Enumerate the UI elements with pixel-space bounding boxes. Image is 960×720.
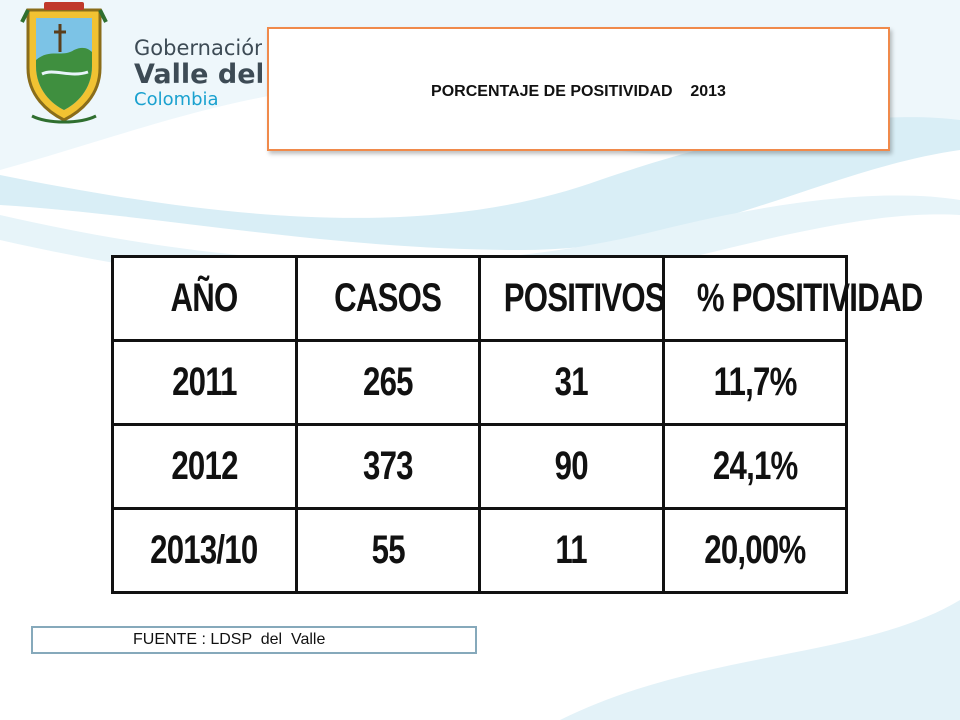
table-cell: 2013/10 — [111, 507, 298, 594]
table-cell: 24,1% — [661, 423, 848, 510]
title-box: PORCENTAJE DE POSITIVIDAD 2013 — [267, 27, 890, 151]
header-cell-percent: % POSITIVIDAD — [661, 255, 923, 342]
cell-value: 24,1% — [712, 444, 798, 488]
header-cell-positives: POSITIVOS — [478, 255, 666, 342]
cell-value: 2013/10 — [150, 528, 259, 572]
cell-value: 31 — [554, 360, 589, 404]
cell-value: 265 — [362, 360, 414, 404]
coat-of-arms-icon — [20, 2, 108, 124]
table-cell: 11 — [478, 507, 665, 594]
logo-line-valle: Valle del Cauca — [134, 59, 262, 90]
table-row: 2011 265 31 11,7% — [111, 339, 848, 426]
cell-value: 11,7% — [713, 360, 797, 404]
cell-value: 90 — [554, 444, 589, 488]
cell-value: 2011 — [171, 360, 237, 404]
table-cell: 90 — [478, 423, 665, 510]
table-cell: 2012 — [111, 423, 298, 510]
cell-value: 373 — [362, 444, 414, 488]
table-cell: 265 — [294, 339, 481, 426]
header-cell-year: AÑO — [111, 255, 298, 342]
header-label: % POSITIVIDAD — [696, 276, 922, 320]
table-header-row: AÑO CASOS POSITIVOS % POSITIVIDAD — [111, 255, 923, 342]
header-cell-cases: CASOS — [294, 255, 481, 342]
header-label: POSITIVOS — [503, 276, 666, 320]
logo-line-gobernacion: Gobernación — [134, 36, 262, 60]
logo-line-colombia: Colombia — [134, 89, 219, 110]
table-cell: 373 — [294, 423, 481, 510]
table-cell: 11,7% — [661, 339, 848, 426]
cell-value: 2012 — [171, 444, 238, 488]
table-cell: 31 — [478, 339, 665, 426]
source-box: FUENTE : LDSP del Valle — [31, 626, 477, 654]
cell-value: 11 — [555, 528, 588, 572]
header-label: AÑO — [170, 276, 239, 320]
positivity-table: AÑO CASOS POSITIVOS % POSITIVIDAD 2011 2… — [111, 255, 923, 594]
table-row: 2013/10 55 11 20,00% — [111, 507, 848, 594]
cell-value: 55 — [371, 528, 405, 572]
logo-text: Gobernación Valle del Cauca Colombia — [134, 36, 262, 110]
cell-value: 20,00% — [704, 528, 806, 572]
table-cell: 2011 — [111, 339, 298, 426]
header-label: CASOS — [334, 276, 442, 320]
source-text: FUENTE : LDSP del Valle — [133, 631, 326, 648]
table-cell: 55 — [294, 507, 481, 594]
table-cell: 20,00% — [661, 507, 848, 594]
table-row: 2012 373 90 24,1% — [111, 423, 848, 510]
page-title: PORCENTAJE DE POSITIVIDAD 2013 — [431, 83, 726, 100]
